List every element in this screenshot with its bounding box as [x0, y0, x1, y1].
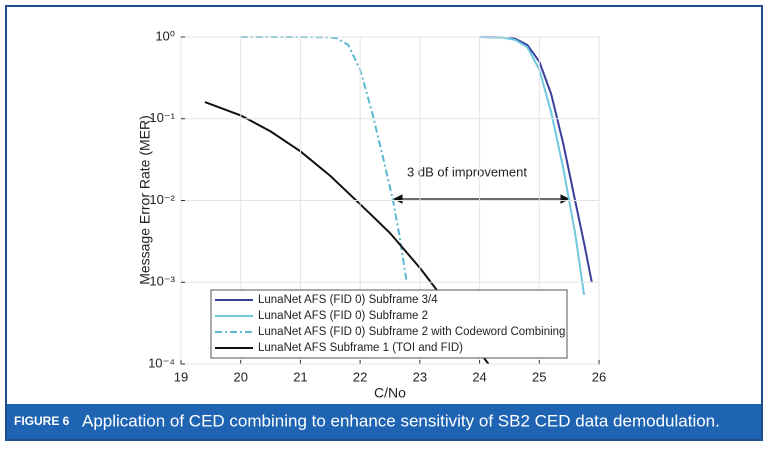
x-tick-label: 25: [532, 369, 546, 384]
series-line: [479, 36, 586, 296]
legend-label: LunaNet AFS Subframe 1 (TOI and FID): [258, 342, 463, 354]
legend-label: LunaNet AFS (FID 0) Subframe 3/4: [258, 294, 438, 306]
caption: Application of CED combining to enhance …: [82, 411, 720, 430]
x-tick-label: 22: [353, 369, 367, 384]
legend-box: [210, 289, 568, 359]
y-axis-label: Message Error Rate (MER): [137, 115, 153, 285]
y-tick-label: 10⁰: [155, 28, 175, 43]
legend-label: LunaNet AFS (FID 0) Subframe 2 with Code…: [258, 326, 565, 338]
y-tick-label: 10⁻²: [149, 192, 175, 207]
x-tick-label: 19: [174, 369, 188, 384]
x-tick-label: 21: [293, 369, 307, 384]
y-tick-label: 10⁻³: [149, 274, 175, 289]
caption-bar: [7, 404, 761, 439]
legend-label: LunaNet AFS (FID 0) Subframe 2: [258, 310, 428, 322]
x-tick-label: 24: [472, 369, 486, 384]
x-tick-label: 26: [592, 369, 606, 384]
y-tick-label: 10⁻¹: [149, 110, 175, 125]
x-tick-label: 20: [233, 369, 247, 384]
y-tick-label: 10⁻⁴: [148, 355, 175, 370]
figure-label: FIGURE 6: [14, 414, 70, 428]
x-tick-label: 23: [413, 369, 427, 384]
annotation: 3 dB of improvement: [407, 164, 527, 179]
x-axis-label: C/No: [374, 385, 406, 401]
